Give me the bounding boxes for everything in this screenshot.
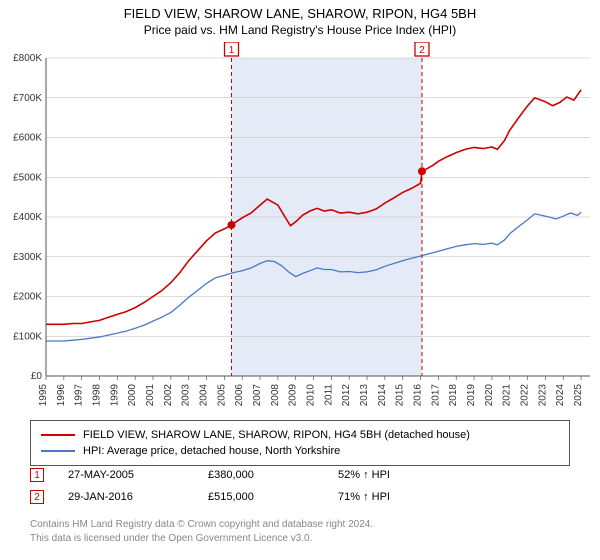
txn-hpi: 71% ↑ HPI bbox=[338, 491, 390, 503]
svg-text:2024: 2024 bbox=[555, 384, 566, 407]
txn-price: £380,000 bbox=[208, 469, 338, 481]
svg-text:2006: 2006 bbox=[234, 384, 245, 407]
svg-text:1997: 1997 bbox=[74, 384, 85, 407]
txn-marker-icon: 2 bbox=[30, 490, 44, 504]
svg-text:£500K: £500K bbox=[13, 172, 42, 183]
txn-date: 29-JAN-2016 bbox=[68, 491, 208, 503]
attribution: Contains HM Land Registry data © Crown c… bbox=[30, 518, 570, 545]
txn-marker-icon: 1 bbox=[30, 468, 44, 482]
svg-text:2: 2 bbox=[419, 45, 425, 56]
attrib-line: Contains HM Land Registry data © Crown c… bbox=[30, 519, 373, 530]
svg-text:1998: 1998 bbox=[92, 384, 103, 407]
transaction-row: 1 27-MAY-2005 £380,000 52% ↑ HPI bbox=[30, 468, 390, 482]
svg-text:2022: 2022 bbox=[520, 384, 531, 407]
svg-text:2017: 2017 bbox=[430, 384, 441, 407]
svg-text:2025: 2025 bbox=[573, 384, 584, 407]
legend-swatch bbox=[41, 450, 75, 452]
txn-date: 27-MAY-2005 bbox=[68, 469, 208, 481]
svg-text:2000: 2000 bbox=[127, 384, 138, 407]
svg-text:2012: 2012 bbox=[341, 384, 352, 407]
svg-text:2020: 2020 bbox=[484, 384, 495, 407]
svg-text:2014: 2014 bbox=[377, 384, 388, 407]
svg-text:£400K: £400K bbox=[13, 212, 42, 223]
legend-row-hpi: HPI: Average price, detached house, Nort… bbox=[41, 443, 559, 459]
svg-text:2018: 2018 bbox=[448, 384, 459, 407]
svg-text:2005: 2005 bbox=[216, 384, 227, 407]
svg-text:1999: 1999 bbox=[109, 384, 120, 407]
legend-label: FIELD VIEW, SHAROW LANE, SHAROW, RIPON, … bbox=[83, 429, 470, 441]
svg-text:2010: 2010 bbox=[306, 384, 317, 407]
legend-swatch bbox=[41, 434, 75, 436]
svg-text:£700K: £700K bbox=[13, 93, 42, 104]
svg-text:2007: 2007 bbox=[252, 384, 263, 407]
svg-text:2001: 2001 bbox=[145, 384, 156, 407]
svg-text:2021: 2021 bbox=[502, 384, 513, 407]
svg-text:2003: 2003 bbox=[181, 384, 192, 407]
svg-text:2023: 2023 bbox=[537, 384, 548, 407]
svg-text:2009: 2009 bbox=[288, 384, 299, 407]
svg-text:2015: 2015 bbox=[395, 384, 406, 407]
price-chart: £0 £100K £200K £300K £400K £500K £600K £700K £80… bbox=[0, 42, 600, 414]
svg-text:1995: 1995 bbox=[38, 384, 49, 407]
svg-text:£200K: £200K bbox=[13, 292, 42, 303]
svg-text:1996: 1996 bbox=[56, 384, 67, 407]
svg-text:2004: 2004 bbox=[199, 384, 210, 407]
svg-text:1: 1 bbox=[229, 45, 235, 56]
svg-text:£600K: £600K bbox=[13, 133, 42, 144]
txn-price: £515,000 bbox=[208, 491, 338, 503]
legend-row-property: FIELD VIEW, SHAROW LANE, SHAROW, RIPON, … bbox=[41, 427, 559, 443]
page-title: FIELD VIEW, SHAROW LANE, SHAROW, RIPON, … bbox=[0, 0, 600, 21]
svg-text:£800K: £800K bbox=[13, 53, 42, 64]
svg-text:2013: 2013 bbox=[359, 384, 370, 407]
svg-text:£0: £0 bbox=[31, 371, 43, 382]
svg-text:2002: 2002 bbox=[163, 384, 174, 407]
txn-hpi: 52% ↑ HPI bbox=[338, 469, 390, 481]
attrib-line: This data is licensed under the Open Gov… bbox=[30, 533, 312, 544]
legend: FIELD VIEW, SHAROW LANE, SHAROW, RIPON, … bbox=[30, 420, 570, 466]
svg-text:2019: 2019 bbox=[466, 384, 477, 407]
svg-text:2016: 2016 bbox=[413, 384, 424, 407]
page-subtitle: Price paid vs. HM Land Registry's House … bbox=[0, 21, 600, 41]
legend-label: HPI: Average price, detached house, Nort… bbox=[83, 445, 340, 457]
svg-text:£300K: £300K bbox=[13, 252, 42, 263]
svg-text:2008: 2008 bbox=[270, 384, 281, 407]
transaction-row: 2 29-JAN-2016 £515,000 71% ↑ HPI bbox=[30, 490, 390, 504]
svg-text:£100K: £100K bbox=[13, 331, 42, 342]
svg-text:2011: 2011 bbox=[323, 384, 334, 406]
